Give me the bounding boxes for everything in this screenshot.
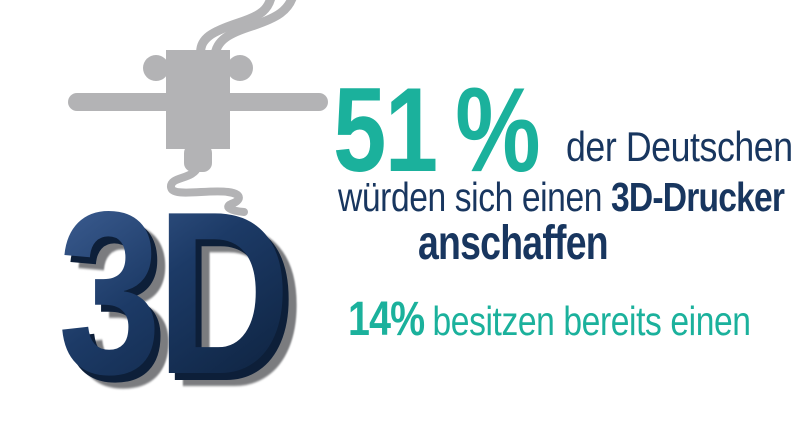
filament-squiggle-icon (167, 162, 248, 216)
printer-ear-left (143, 55, 169, 81)
wordmark-3d-shadow: 3D (72, 191, 304, 423)
substat-line: 14% besitzen bereits einen (348, 296, 751, 344)
headline-line3: anschaffen (418, 217, 609, 270)
headline-line2-regular: würden sich einen (338, 174, 603, 220)
printer-illustration (68, 0, 328, 216)
printer-ear-right (227, 55, 253, 81)
wordmark-3d-extrude: 3D (64, 185, 296, 417)
printer-nozzle (184, 144, 212, 172)
substat-label: besitzen bereits einen (432, 298, 751, 344)
stat-51-value: 51 % (333, 63, 541, 197)
filament-tube-icon (196, 0, 276, 61)
printer-body (166, 50, 230, 149)
wordmark-3d: 3D 3D 3D (58, 164, 378, 423)
substat-value: 14% (348, 293, 425, 346)
stat-51-suffix: der Deutschen (566, 123, 793, 170)
headline-line2: würden sich einen 3D-Drucker (338, 174, 785, 220)
headline-line2-bold: 3D-Drucker (611, 174, 785, 220)
wordmark-3d-face: 3D (58, 164, 290, 423)
filament-tube-icon (210, 0, 297, 61)
